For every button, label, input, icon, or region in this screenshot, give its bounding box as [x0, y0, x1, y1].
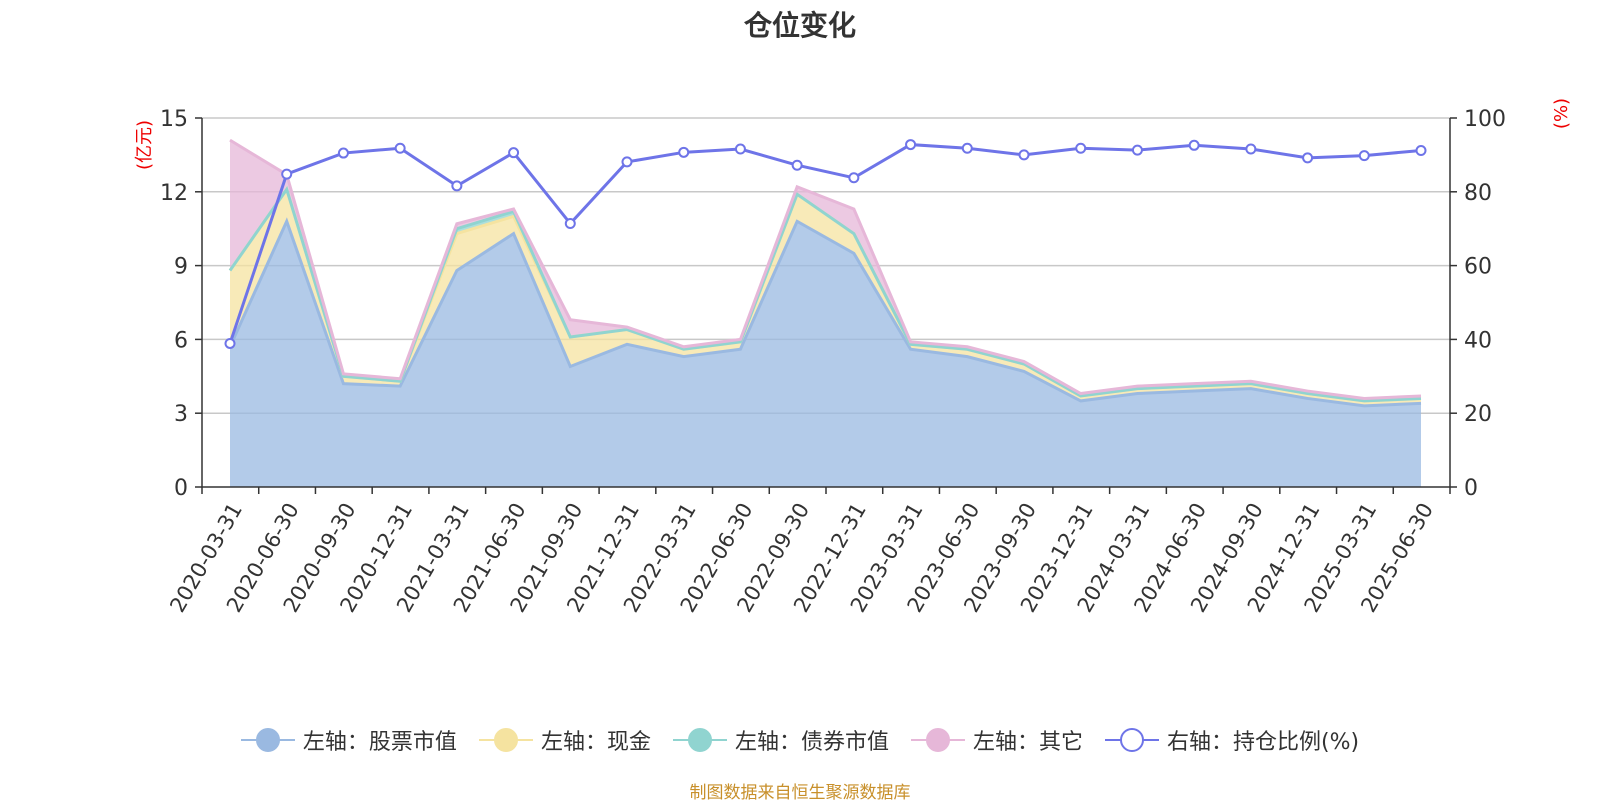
area-edge-左轴：股票市值: [228, 217, 1422, 408]
ratio-point: [961, 142, 973, 154]
ratio-point: [678, 146, 690, 158]
legend-swatch-bond: [672, 727, 727, 753]
legend-label-cash: 左轴：现金: [540, 730, 651, 755]
legend-label-ratio: 右轴：持仓比例(%): [1166, 730, 1360, 755]
ratio-point: [564, 218, 576, 230]
right-axis-unit: (%): [1551, 97, 1573, 130]
ratio-point: [508, 147, 520, 159]
legend-swatch-ratio: [1104, 727, 1159, 753]
ratio-point: [1358, 150, 1370, 162]
chart-legend: 左轴：股票市值 左轴：现金 左轴：债券市值 左轴：其它 右轴：持仓比例(%): [0, 722, 1600, 758]
ratio-point: [1302, 152, 1314, 164]
left-axis-tick-label: 12: [160, 181, 188, 206]
legend-swatch-stock: [240, 727, 295, 753]
ratio-point: [394, 142, 406, 154]
legend-label-stock: 左轴：股票市值: [302, 730, 457, 755]
legend-item-ratio[interactable]: 右轴：持仓比例(%): [1104, 724, 1360, 756]
ratio-point: [1188, 139, 1200, 151]
ratio-point: [848, 172, 860, 184]
ratio-point: [281, 168, 293, 180]
left-axis-tick-label: 9: [174, 255, 188, 280]
left-axis-tick-label: 0: [174, 476, 188, 501]
legend-label-bond: 左轴：债券市值: [734, 730, 889, 755]
legend-item-stock[interactable]: 左轴：股票市值: [240, 724, 457, 756]
legend-item-bond[interactable]: 左轴：债券市值: [672, 724, 889, 756]
ratio-point: [224, 337, 236, 349]
ratio-point: [1245, 143, 1257, 155]
chart-title: 仓位变化: [743, 9, 856, 42]
right-axis-tick-label: 100: [1464, 107, 1506, 132]
ratio-point: [905, 139, 917, 151]
ratio-point: [1018, 149, 1030, 161]
right-axis-tick-label: 40: [1464, 328, 1492, 353]
ratio-point: [451, 180, 463, 192]
left-axis-tick-label: 15: [160, 107, 188, 132]
legend-item-cash[interactable]: 左轴：现金: [478, 724, 651, 756]
ratio-point: [621, 156, 633, 168]
data-source-note: 制图数据来自恒生聚源数据库: [689, 783, 911, 803]
legend-swatch-other: [910, 727, 965, 753]
ratio-point: [734, 143, 746, 155]
right-axis-tick-label: 20: [1464, 402, 1492, 427]
ratio-point: [1131, 144, 1143, 156]
ratio-point: [1075, 142, 1087, 154]
ratio-point: [1415, 144, 1427, 156]
area-左轴：股票市值: [230, 221, 1421, 487]
left-axis-tick-label: 3: [174, 402, 188, 427]
legend-item-other[interactable]: 左轴：其它: [910, 724, 1083, 756]
left-axis-unit: (亿元): [134, 119, 156, 171]
right-axis-tick-label: 0: [1464, 476, 1478, 501]
legend-label-other: 左轴：其它: [972, 730, 1083, 755]
right-axis-tick-label: 80: [1464, 181, 1492, 206]
ratio-point: [337, 147, 349, 159]
area-左轴：现金: [230, 189, 1421, 406]
right-axis-tick-label: 60: [1464, 255, 1492, 280]
ratio-point: [791, 159, 803, 171]
legend-swatch-cash: [478, 727, 533, 753]
area-edge-左轴：其它: [229, 138, 1422, 400]
left-axis-tick-label: 6: [174, 328, 188, 353]
ratio-line: [228, 143, 1422, 344]
